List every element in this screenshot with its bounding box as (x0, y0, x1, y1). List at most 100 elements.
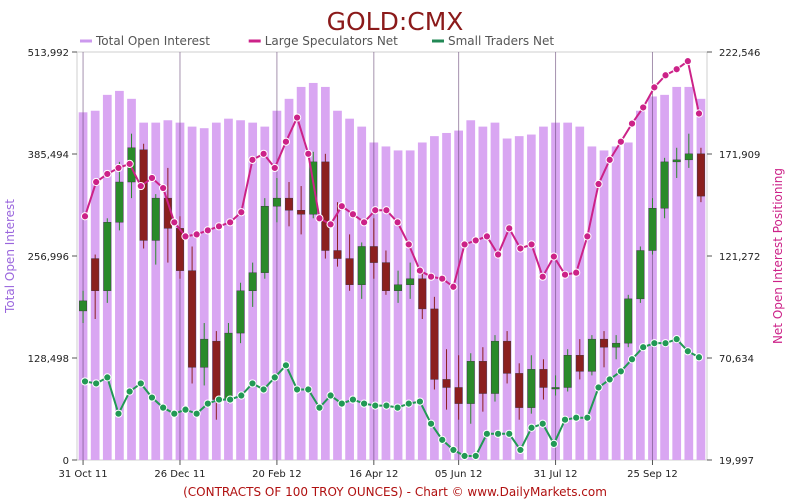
small-traders-net-point (527, 423, 536, 432)
legend-label: Large Speculators Net (265, 34, 398, 48)
large-speculators-net-point (560, 270, 570, 279)
large-speculators-net-point (694, 109, 704, 118)
right-tick-label: 19,997 (719, 456, 754, 467)
candle-body (600, 338, 608, 348)
candle-body (503, 340, 512, 374)
candle-body (200, 338, 209, 368)
small-traders-net-point (114, 409, 123, 418)
large-speculators-net-point (203, 226, 212, 235)
candle-body (684, 153, 693, 161)
open-interest-bar (684, 86, 694, 461)
large-speculators-net-point (639, 103, 648, 112)
open-interest-bar (127, 98, 136, 461)
candle-body (454, 387, 463, 404)
left-tick-label: 128,498 (28, 354, 69, 365)
open-interest-bar (696, 98, 706, 461)
candle-body (115, 181, 124, 223)
large-speculators-net-point (527, 240, 536, 249)
right-axis-ticks: 19,997 70,634 121,272 171,909 222,546 (707, 48, 760, 467)
small-traders-net-point (281, 361, 291, 370)
chart-credit: (CONTRACTS OF 100 TROY OUNCES) - Chart ©… (183, 485, 607, 499)
small-traders-net-point (237, 391, 246, 400)
small-traders-net-point (471, 451, 480, 461)
candle-body (442, 379, 451, 388)
small-traders-net-point (505, 429, 514, 438)
open-interest-bar (393, 150, 403, 460)
right-axis-title: Net Open Interest Positioning (771, 168, 785, 344)
small-traders-net-point (147, 393, 157, 402)
candle-body (103, 222, 112, 291)
small-traders-net-point (639, 343, 648, 352)
series-lines (80, 57, 704, 461)
candle-body (648, 208, 657, 251)
small-traders-net-point (304, 385, 313, 394)
open-interest-bar (539, 126, 548, 461)
candle-body (406, 278, 415, 285)
open-interest-bar (502, 138, 512, 460)
open-interest-bar (381, 146, 391, 460)
left-axis-ticks: 0 128,498 256,996 385,494 513,992 (28, 48, 77, 467)
small-traders-net-point (371, 401, 380, 410)
open-interest-bar (575, 126, 585, 461)
open-interest-bar (115, 90, 124, 461)
open-interest-bar (224, 118, 233, 461)
open-interest-bar (587, 146, 597, 460)
candle-body (478, 361, 487, 394)
candle-body (539, 369, 548, 388)
chart-title: GOLD:CMX (327, 7, 464, 36)
large-speculators-net-point (92, 177, 101, 187)
open-interest-bar (163, 120, 173, 460)
small-traders-net-point (482, 429, 491, 438)
candle-body (139, 149, 148, 241)
open-interest-bar (442, 132, 451, 460)
open-interest-bar (211, 122, 221, 461)
small-traders-net-point (103, 373, 112, 382)
large-speculators-net-point (572, 268, 581, 277)
large-speculators-net-point (549, 252, 558, 261)
open-interest-bar (260, 126, 270, 461)
large-speculators-net-point (281, 137, 291, 146)
large-speculators-net-point (170, 218, 179, 227)
candle-body (333, 250, 342, 259)
small-traders-net-point (594, 383, 603, 392)
small-traders-net-point (683, 347, 692, 356)
large-speculators-net-point (493, 250, 503, 259)
open-interest-bar (672, 86, 682, 461)
large-speculators-net-point (616, 137, 625, 146)
left-tick-label: 0 (63, 456, 69, 467)
large-speculators-net-point (237, 208, 246, 217)
left-tick-label: 513,992 (28, 48, 69, 59)
right-tick-label: 121,272 (719, 252, 760, 263)
small-traders-net-point (661, 339, 670, 348)
small-traders-net-point (415, 397, 425, 406)
right-tick-label: 70,634 (719, 354, 754, 365)
large-speculators-net-point (192, 230, 201, 239)
open-interest-bar (308, 82, 318, 461)
small-traders-net-point (170, 409, 179, 418)
small-traders-net-point (125, 387, 134, 396)
small-traders-net-point (404, 399, 413, 408)
candle-body (236, 290, 245, 334)
large-speculators-net-point (393, 218, 402, 227)
small-traders-net-point (259, 385, 268, 394)
candle-body (297, 210, 306, 215)
open-interest-bar (526, 134, 536, 460)
large-speculators-net-point (103, 169, 112, 179)
small-traders-net-point (694, 353, 704, 362)
large-speculators-net-point (627, 119, 637, 128)
candle-body (369, 246, 378, 263)
candle-body (551, 387, 560, 390)
large-speculators-net-point (259, 149, 268, 158)
small-traders-net-point (80, 377, 90, 386)
candle-body (321, 161, 330, 251)
open-interest-bar (199, 128, 209, 460)
open-interest-bar (490, 122, 500, 461)
candle-body (381, 262, 390, 291)
open-interest-bar (296, 86, 306, 461)
candle-body (636, 250, 645, 300)
large-speculators-net-point (672, 65, 681, 74)
open-interest-bar (321, 86, 330, 461)
small-traders-net-point (192, 409, 201, 418)
small-traders-net-point (650, 339, 659, 348)
